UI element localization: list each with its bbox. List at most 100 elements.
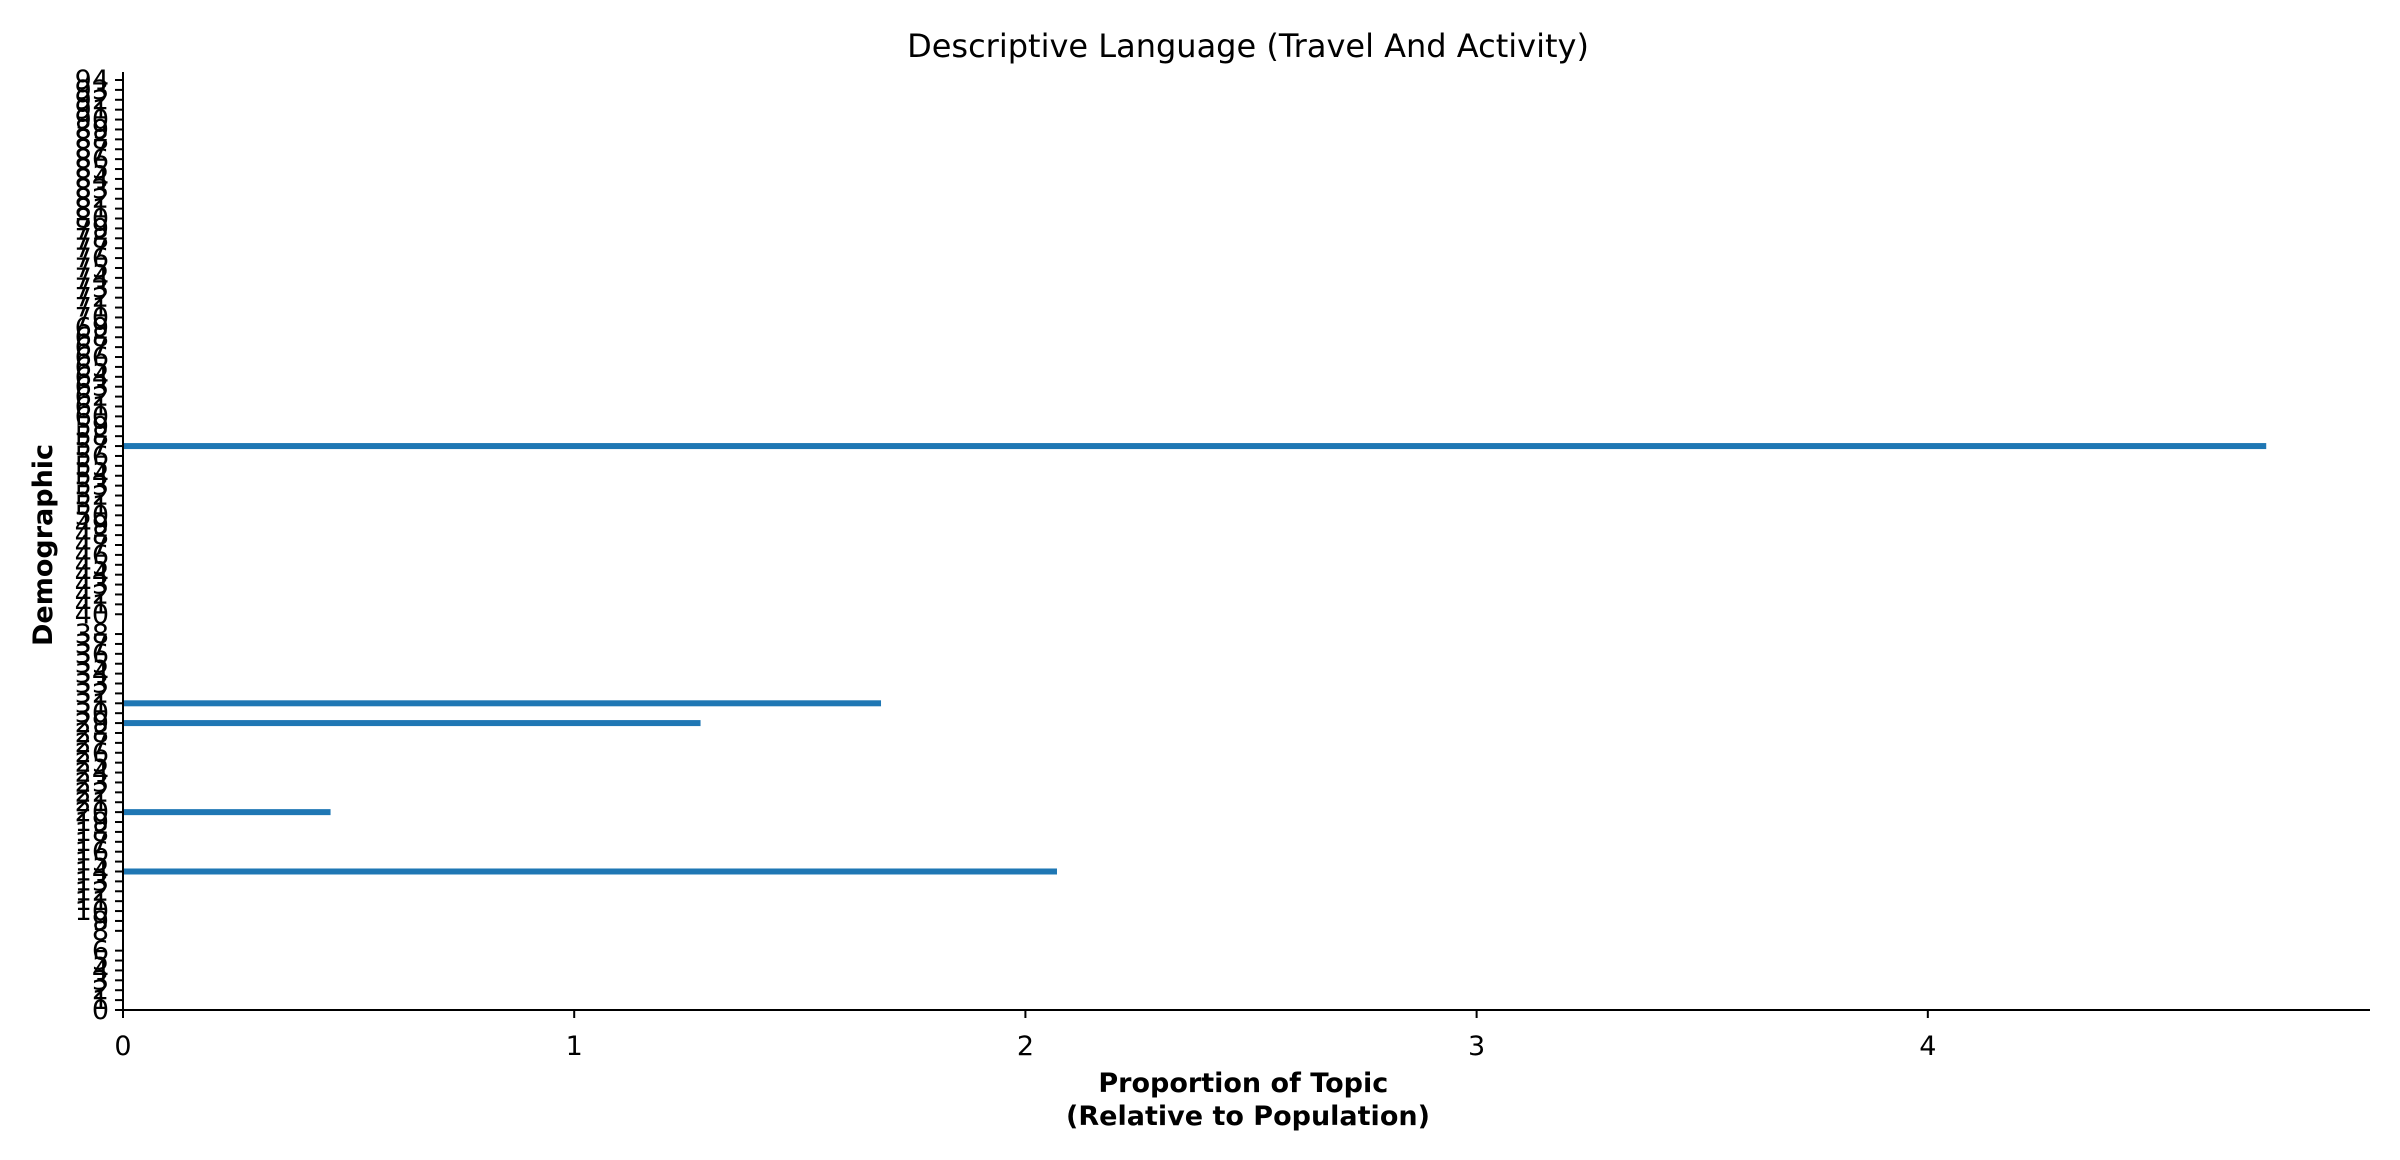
y-tick-label-40: 40 xyxy=(75,599,109,630)
y-tick-label-13: 13 xyxy=(75,866,109,897)
y-tick-label-74: 74 xyxy=(75,263,109,294)
y-tick-label-52: 52 xyxy=(75,481,109,512)
bar-series xyxy=(123,443,2267,875)
y-tick-label-33: 33 xyxy=(75,669,109,700)
y-tick-label-16: 16 xyxy=(75,837,109,868)
y-tick-label-94: 94 xyxy=(75,65,109,96)
y-tick-label-50: 50 xyxy=(75,500,109,531)
y-tick-label-79: 79 xyxy=(75,213,109,244)
y-tick-label-84: 84 xyxy=(75,164,109,195)
x-tick-label-2: 2 xyxy=(1017,1031,1034,1062)
y-tick-label-10: 10 xyxy=(75,896,109,927)
y-tick-label-8: 8 xyxy=(92,916,109,947)
y-tick-label-34: 34 xyxy=(75,659,109,690)
y-tick-label-46: 46 xyxy=(75,540,109,571)
y-tick-label-93: 93 xyxy=(75,75,109,106)
y-tick-label-14: 14 xyxy=(75,856,109,887)
y-tick-label-72: 72 xyxy=(75,283,109,314)
y-tick-label-85: 85 xyxy=(75,154,109,185)
y-tick-label-76: 76 xyxy=(75,243,109,274)
y-tick-label-61: 61 xyxy=(75,391,109,422)
x-tick-group: 0 1 2 3 4 xyxy=(114,1010,1936,1062)
y-tick-label-49: 49 xyxy=(75,510,109,541)
bar-29 xyxy=(123,720,701,727)
y-tick-label-63: 63 xyxy=(75,372,109,403)
y-tick-label-29: 29 xyxy=(75,708,109,739)
y-tick-label-5: 5 xyxy=(92,946,109,977)
y-tick-label-71: 71 xyxy=(75,293,109,324)
bar-20 xyxy=(123,809,331,816)
y-tick-label-78: 78 xyxy=(75,223,109,254)
y-tick-label-55: 55 xyxy=(75,451,109,482)
y-tick-label-65: 65 xyxy=(75,352,109,383)
y-tick-label-69: 69 xyxy=(75,312,109,343)
y-tick-label-44: 44 xyxy=(75,560,109,591)
y-tick-label-54: 54 xyxy=(75,461,109,492)
y-tick-label-62: 62 xyxy=(75,382,109,413)
y-tick-label-37: 37 xyxy=(75,629,109,660)
y-tick-label-51: 51 xyxy=(75,490,109,521)
x-axis-label: Proportion of Topic (Relative to Populat… xyxy=(1066,1068,1430,1132)
y-tick-label-9: 9 xyxy=(92,906,109,937)
y-tick-label-2: 2 xyxy=(92,975,109,1006)
y-tick-label-64: 64 xyxy=(75,362,109,393)
y-tick-label-82: 82 xyxy=(75,184,109,215)
y-tick-label-17: 17 xyxy=(75,827,109,858)
y-tick-label-57: 57 xyxy=(75,431,109,462)
y-tick-label-35: 35 xyxy=(75,649,109,680)
chart-title: Descriptive Language (Travel And Activit… xyxy=(907,27,1589,65)
y-tick-label-25: 25 xyxy=(75,748,109,779)
y-tick-label-19: 19 xyxy=(75,807,109,838)
y-tick-label-56: 56 xyxy=(75,441,109,472)
y-tick-label-86: 86 xyxy=(75,144,109,175)
y-tick-label-89: 89 xyxy=(75,114,109,145)
x-tick-label-4: 4 xyxy=(1919,1031,1936,1062)
y-tick-label-88: 88 xyxy=(75,124,109,155)
y-tick-label-90: 90 xyxy=(75,105,109,136)
y-tick-label-66: 66 xyxy=(75,342,109,373)
y-tick-label-20: 20 xyxy=(75,797,109,828)
bar-57 xyxy=(123,443,2267,450)
y-tick-label-47: 47 xyxy=(75,530,109,561)
y-tick-label-32: 32 xyxy=(75,678,109,709)
x-axis-label-line-1: Proportion of Topic xyxy=(1098,1068,1388,1099)
y-tick-label-59: 59 xyxy=(75,411,109,442)
y-tick-label-41: 41 xyxy=(75,589,109,620)
y-tick-label-48: 48 xyxy=(75,520,109,551)
bar-31 xyxy=(123,700,882,707)
y-tick-label-24: 24 xyxy=(75,758,109,789)
y-tick-label-1: 1 xyxy=(92,985,109,1016)
y-tick-label-0: 0 xyxy=(92,995,109,1026)
x-tick-label-3: 3 xyxy=(1468,1031,1485,1062)
y-tick-label-45: 45 xyxy=(75,550,109,581)
y-tick-label-43: 43 xyxy=(75,570,109,601)
y-tick-label-77: 77 xyxy=(75,233,109,264)
x-tick-label-1: 1 xyxy=(566,1031,583,1062)
y-tick-label-6: 6 xyxy=(92,936,109,967)
y-tick-label-91: 91 xyxy=(75,95,109,126)
y-tick-label-53: 53 xyxy=(75,471,109,502)
y-tick-label-42: 42 xyxy=(75,579,109,610)
y-tick-label-31: 31 xyxy=(75,688,109,719)
y-tick-label-67: 67 xyxy=(75,332,109,363)
y-tick-label-27: 27 xyxy=(75,728,109,759)
y-tick-label-68: 68 xyxy=(75,322,109,353)
y-tick-label-28: 28 xyxy=(75,718,109,749)
y-tick-label-18: 18 xyxy=(75,817,109,848)
y-axis-label: Demographic xyxy=(28,444,59,646)
y-tick-label-87: 87 xyxy=(75,134,109,165)
y-tick-label-23: 23 xyxy=(75,767,109,798)
x-tick-label-0: 0 xyxy=(114,1031,131,1062)
y-tick-label-30: 30 xyxy=(75,698,109,729)
y-tick-label-81: 81 xyxy=(75,194,109,225)
y-tick-label-36: 36 xyxy=(75,639,109,670)
x-axis-label-line-2: (Relative to Population) xyxy=(1066,1101,1430,1132)
y-tick-label-80: 80 xyxy=(75,204,109,235)
y-tick-group: 0123456891011121314151617181920212223242… xyxy=(75,65,123,1026)
y-tick-label-73: 73 xyxy=(75,273,109,304)
y-tick-label-4: 4 xyxy=(92,955,109,986)
y-tick-label-26: 26 xyxy=(75,738,109,769)
y-tick-label-92: 92 xyxy=(75,85,109,116)
y-tick-label-83: 83 xyxy=(75,174,109,205)
